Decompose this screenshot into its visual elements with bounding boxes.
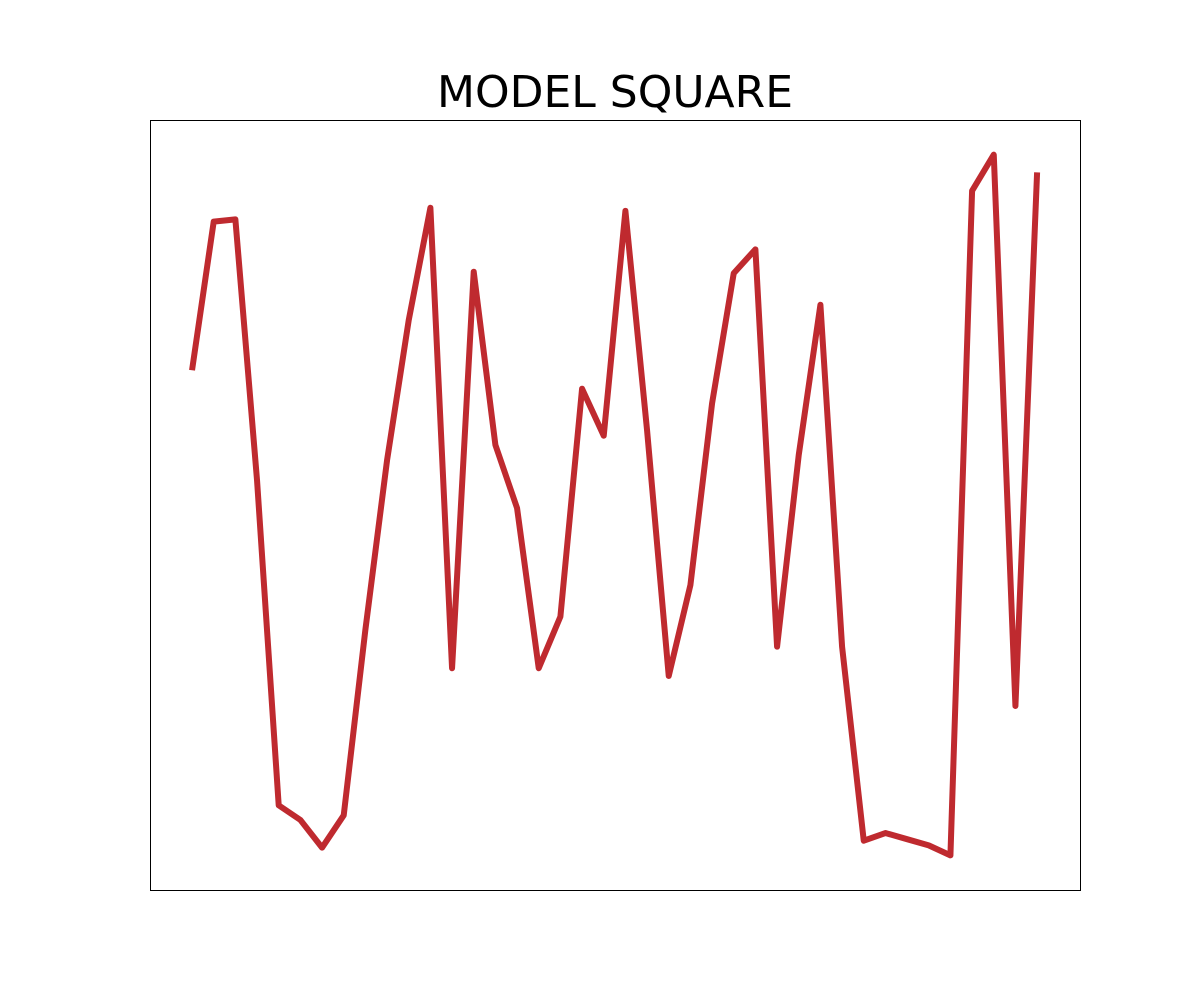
chart-title: MODEL SQUARE <box>437 67 793 118</box>
plot-frame <box>150 120 1081 891</box>
data-line <box>189 151 1041 859</box>
